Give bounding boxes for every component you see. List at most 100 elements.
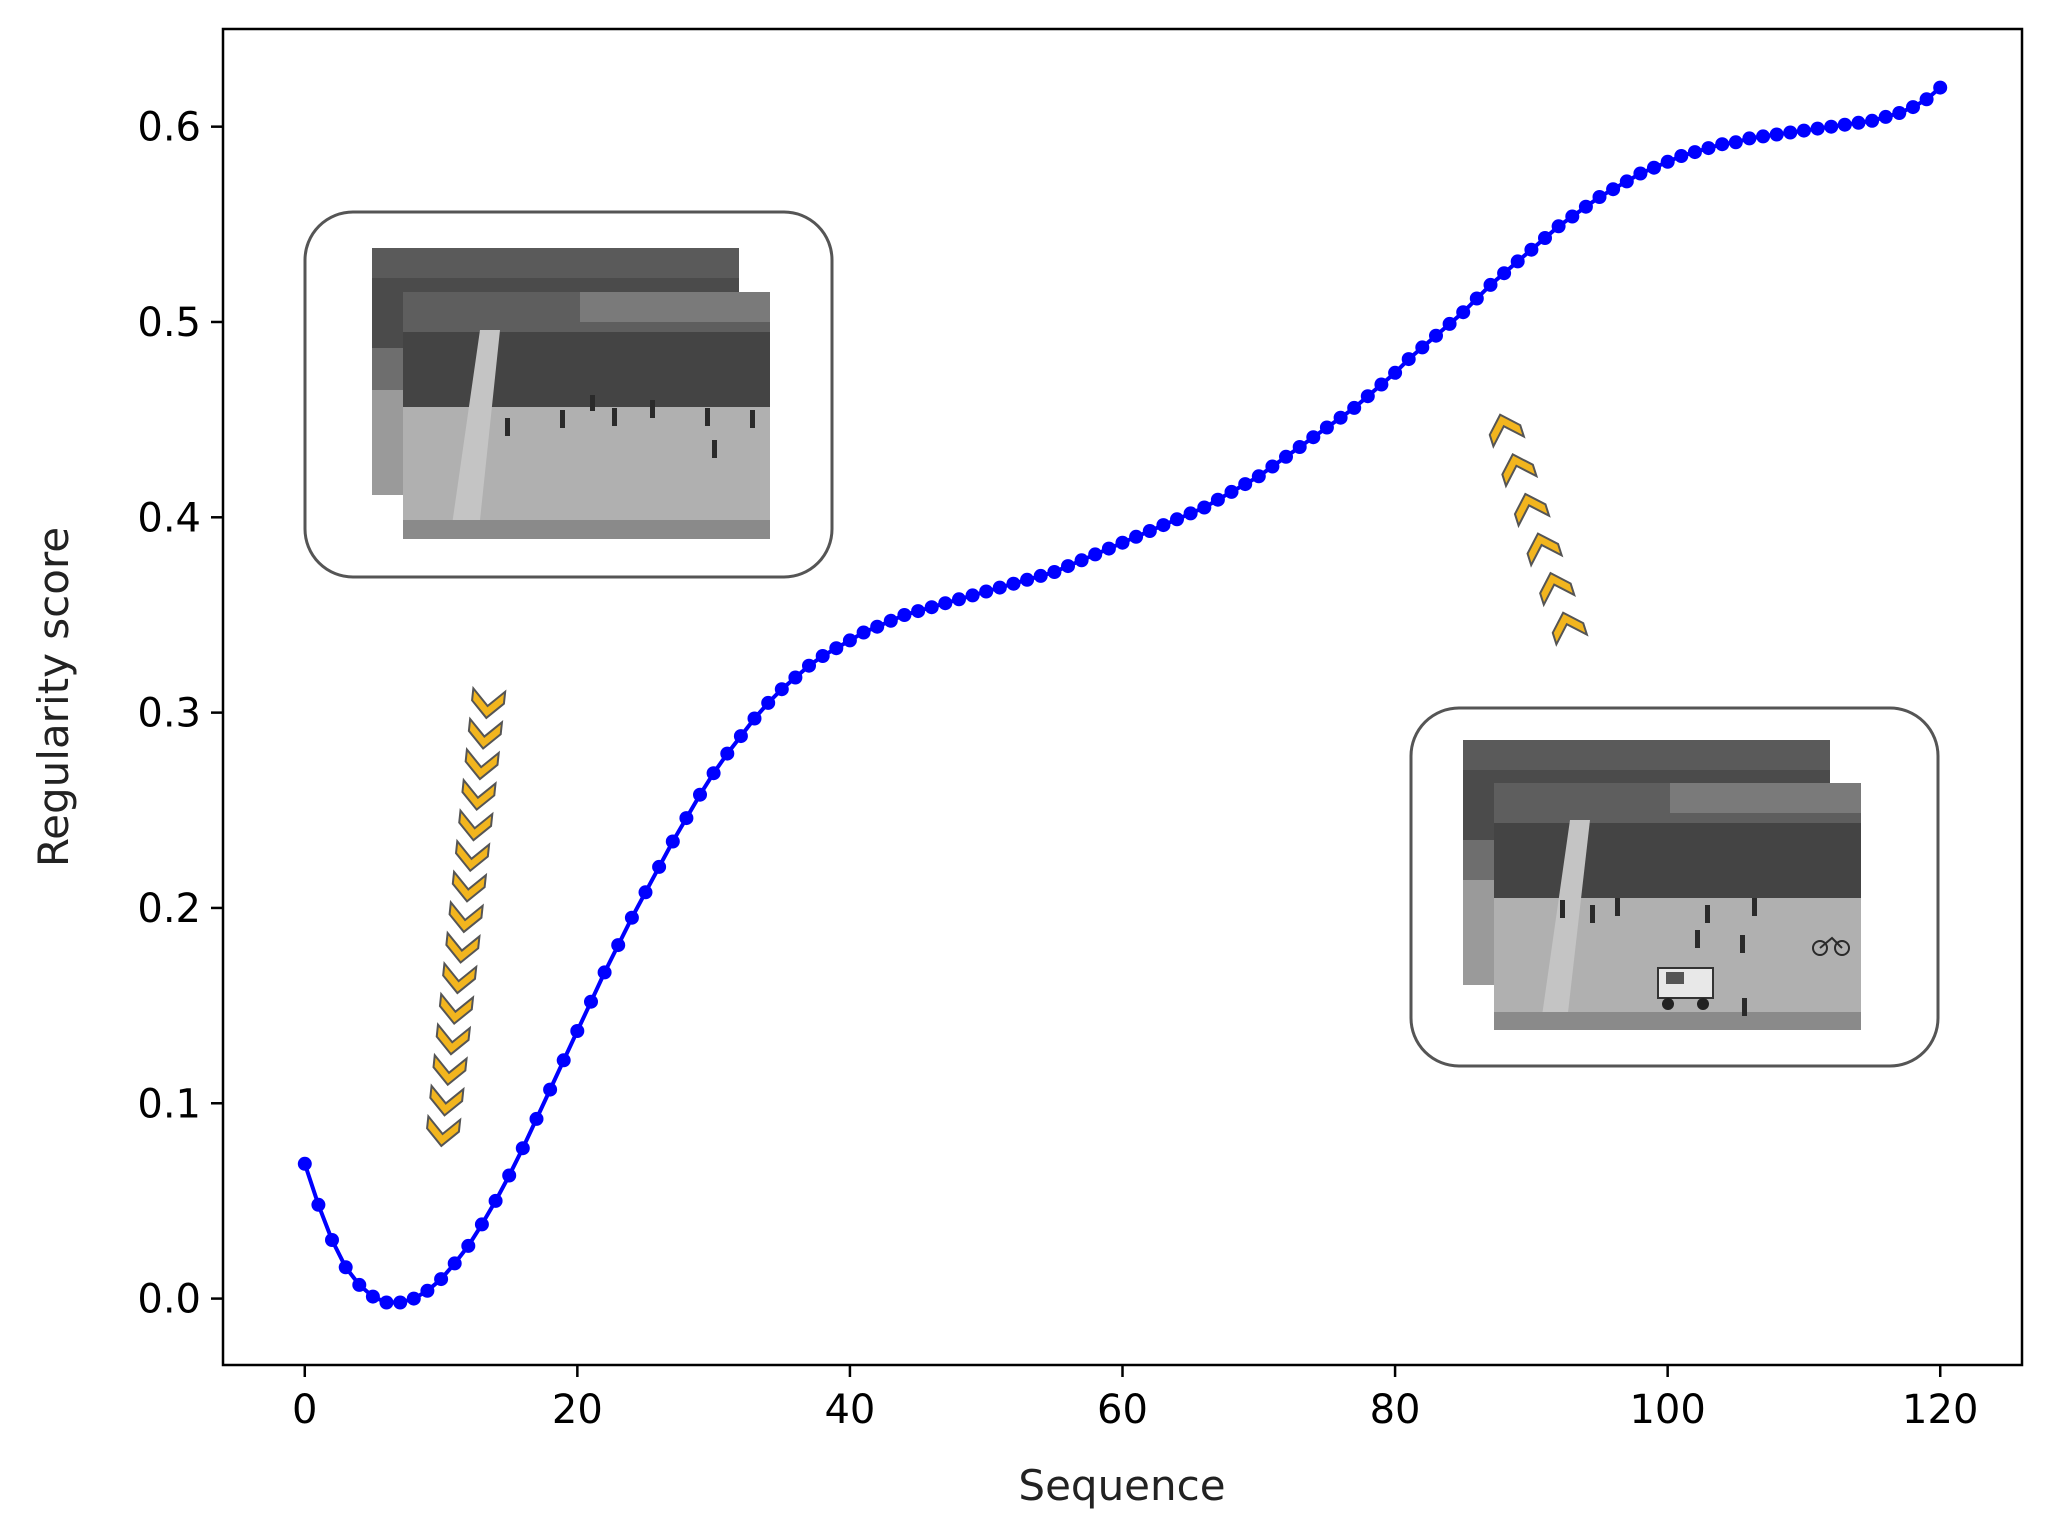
series-points bbox=[297, 80, 1948, 1310]
chevron bbox=[458, 808, 494, 842]
data-point bbox=[679, 811, 694, 826]
data-point bbox=[842, 633, 857, 648]
data-point bbox=[1074, 553, 1089, 568]
data-point bbox=[774, 682, 789, 697]
y-axis-ticks: 0.0 0.1 0.2 0.3 0.4 0.5 0.6 bbox=[137, 105, 223, 1323]
data-point bbox=[1606, 182, 1621, 197]
data-point bbox=[365, 1289, 380, 1304]
chevron bbox=[442, 961, 478, 995]
data-point bbox=[1824, 119, 1839, 134]
data-point bbox=[379, 1295, 394, 1310]
data-point bbox=[556, 1053, 571, 1068]
data-point bbox=[1687, 145, 1702, 160]
chevron bbox=[448, 899, 484, 934]
data-point bbox=[1892, 106, 1907, 120]
x-tick-label: 40 bbox=[824, 1387, 875, 1433]
data-point bbox=[1538, 231, 1552, 245]
data-point bbox=[1878, 109, 1893, 124]
data-point bbox=[1524, 242, 1539, 257]
data-point bbox=[1292, 440, 1307, 454]
data-point bbox=[1796, 123, 1811, 138]
data-point bbox=[311, 1197, 326, 1212]
data-point bbox=[611, 938, 626, 953]
chevron bbox=[445, 930, 481, 964]
chevron bbox=[461, 777, 497, 812]
chevron bbox=[464, 747, 500, 781]
data-point bbox=[1156, 518, 1171, 533]
x-tick-label: 60 bbox=[1097, 1387, 1148, 1433]
data-point bbox=[1933, 80, 1948, 95]
data-point bbox=[1115, 535, 1130, 550]
data-point bbox=[1728, 135, 1743, 150]
y-tick-label: 0.5 bbox=[137, 300, 201, 346]
chevron bbox=[1539, 571, 1576, 608]
data-point bbox=[1742, 131, 1757, 146]
data-point bbox=[1101, 541, 1116, 556]
data-point bbox=[543, 1082, 558, 1097]
data-point bbox=[1047, 565, 1062, 579]
x-tick-label: 20 bbox=[552, 1387, 603, 1433]
chevron bbox=[435, 1022, 472, 1056]
data-point bbox=[1783, 125, 1798, 140]
data-point bbox=[1837, 117, 1852, 132]
data-point bbox=[1851, 115, 1866, 130]
data-point bbox=[393, 1295, 408, 1310]
x-tick-label: 80 bbox=[1370, 1387, 1421, 1433]
data-point bbox=[488, 1193, 503, 1208]
chevron bbox=[432, 1052, 468, 1087]
data-point bbox=[788, 670, 803, 685]
data-point bbox=[1197, 500, 1212, 515]
data-point bbox=[352, 1277, 367, 1292]
data-point bbox=[761, 695, 776, 710]
data-point bbox=[406, 1291, 421, 1306]
data-point bbox=[624, 910, 639, 925]
data-point bbox=[733, 729, 748, 744]
chevron-arrow-up bbox=[1488, 413, 1589, 647]
data-point bbox=[897, 608, 912, 622]
data-point bbox=[1210, 492, 1225, 507]
data-point bbox=[1865, 113, 1880, 128]
data-point bbox=[1033, 568, 1048, 583]
data-point bbox=[1251, 469, 1266, 484]
data-point bbox=[1333, 410, 1348, 425]
data-point bbox=[434, 1272, 449, 1287]
data-point bbox=[1906, 100, 1920, 115]
data-point bbox=[1238, 477, 1253, 492]
data-point bbox=[474, 1217, 489, 1232]
data-point bbox=[815, 649, 830, 663]
data-point bbox=[1647, 160, 1661, 175]
data-point bbox=[952, 592, 966, 607]
y-tick-label: 0.3 bbox=[137, 691, 201, 737]
chevron bbox=[1513, 492, 1551, 529]
data-point bbox=[597, 965, 612, 980]
data-point bbox=[706, 766, 721, 781]
data-point bbox=[584, 994, 598, 1009]
data-point bbox=[502, 1168, 517, 1183]
bicycle bbox=[1812, 936, 1850, 956]
data-point bbox=[938, 596, 953, 611]
data-point bbox=[529, 1111, 544, 1126]
chevron bbox=[451, 869, 488, 903]
chevron bbox=[429, 1083, 465, 1117]
data-point bbox=[1565, 209, 1580, 224]
data-point bbox=[829, 641, 844, 656]
y-tick-label: 0.2 bbox=[137, 886, 201, 932]
y-tick-label: 0.6 bbox=[137, 105, 201, 151]
data-point bbox=[924, 600, 939, 615]
data-point bbox=[1183, 506, 1198, 521]
data-point bbox=[1429, 328, 1443, 343]
x-axis-label: Sequence bbox=[1018, 1461, 1225, 1510]
data-point bbox=[1415, 340, 1430, 355]
chevron bbox=[1488, 413, 1526, 449]
data-point bbox=[747, 711, 762, 726]
data-point bbox=[1769, 127, 1784, 142]
data-point bbox=[1006, 576, 1021, 591]
data-point bbox=[515, 1141, 530, 1156]
data-point bbox=[1088, 547, 1103, 562]
data-point bbox=[1619, 174, 1634, 189]
chevron bbox=[426, 1113, 462, 1148]
inset-abnormal-frames bbox=[1409, 706, 1940, 1068]
data-point bbox=[1469, 291, 1484, 306]
chevron bbox=[438, 991, 475, 1026]
